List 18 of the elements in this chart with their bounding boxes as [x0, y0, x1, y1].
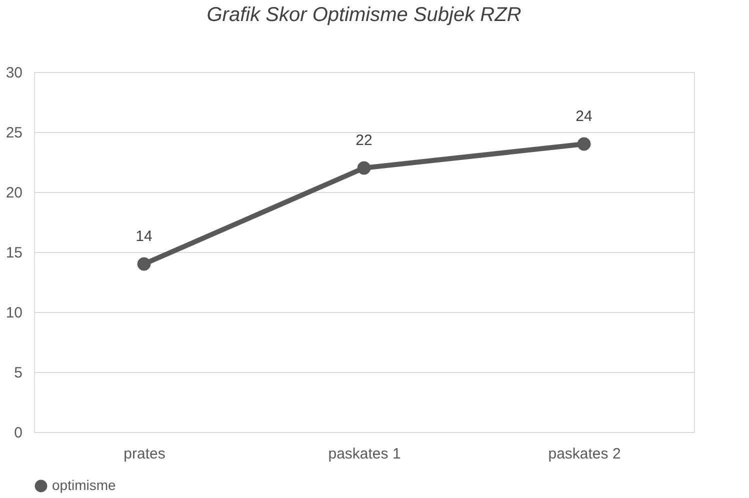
- data-label: 14: [136, 228, 152, 245]
- point: [137, 257, 151, 271]
- y-tick-label: 5: [14, 364, 22, 382]
- x-tick-label: paskates 1: [328, 446, 401, 462]
- y-tick-label: 30: [6, 64, 22, 82]
- y-tick-label: 10: [6, 304, 22, 322]
- y-tick-label: 15: [6, 244, 22, 262]
- point: [577, 137, 591, 151]
- y-tick-label: 25: [6, 124, 22, 142]
- data-label: 24: [576, 108, 592, 125]
- chart-title: Grafik Skor Optimisme Subjek RZR: [206, 4, 522, 26]
- data-label: 22: [356, 132, 372, 149]
- y-tick-label: 20: [6, 184, 22, 202]
- y-tick-label: 0: [14, 424, 22, 442]
- legend-label: optimisme: [52, 477, 116, 493]
- point: [357, 161, 371, 175]
- x-tick-label: paskates 2: [548, 446, 621, 462]
- x-tick-label: prates: [124, 446, 166, 462]
